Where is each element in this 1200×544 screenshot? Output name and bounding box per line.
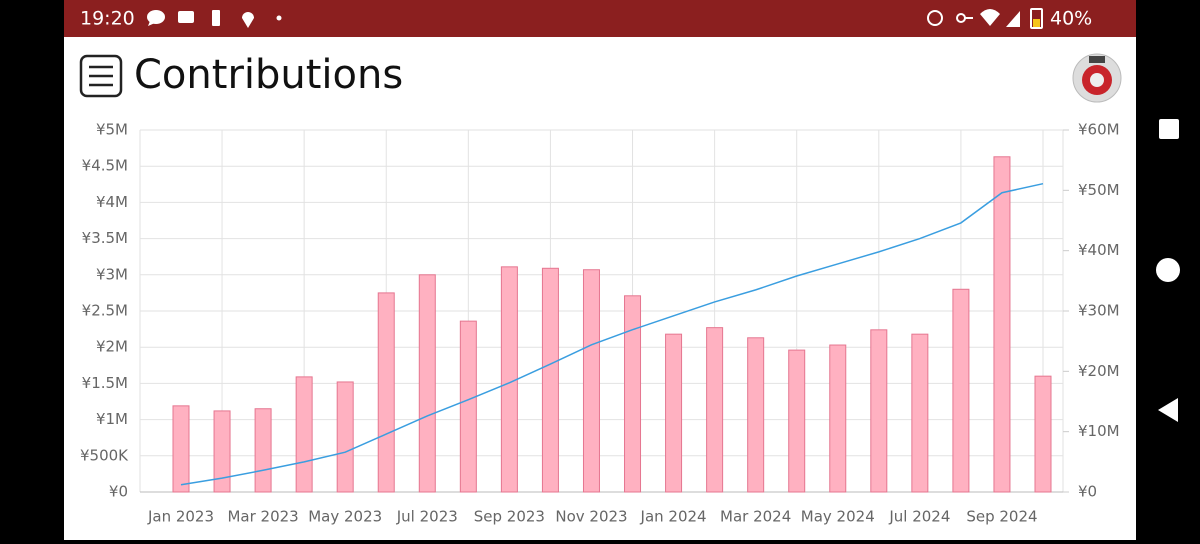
cumulative-line xyxy=(180,182,1044,486)
x-tick-label: Jan 2024 xyxy=(640,508,707,526)
nav-back[interactable] xyxy=(1158,398,1178,422)
y-tick-label: ¥5M xyxy=(96,121,128,139)
nav-home[interactable] xyxy=(1156,258,1180,282)
y2-tick-label: ¥30M xyxy=(1078,302,1120,320)
y2-tick-label: ¥50M xyxy=(1078,181,1120,199)
battery-level: 40% xyxy=(1050,8,1092,30)
bar xyxy=(870,329,888,493)
y-tick-label: ¥3M xyxy=(96,265,128,283)
y2-tick-label: ¥0 xyxy=(1078,483,1097,501)
x-tick-label: Jul 2023 xyxy=(396,508,458,526)
y-tick-label: ¥4.5M xyxy=(82,157,128,175)
x-tick-label: Jul 2024 xyxy=(888,508,950,526)
avatar[interactable] xyxy=(1072,53,1122,103)
x-tick-label: Sep 2023 xyxy=(474,508,545,526)
x-tick-label: Nov 2023 xyxy=(555,508,627,526)
x-tick-label: Mar 2024 xyxy=(720,508,791,526)
y-tick-label: ¥2M xyxy=(96,338,128,356)
y-tick-label: ¥1M xyxy=(96,410,128,428)
x-tick-label: Sep 2024 xyxy=(966,508,1037,526)
bar xyxy=(993,156,1011,493)
bar xyxy=(213,410,231,493)
y-tick-label: ¥0 xyxy=(109,483,128,501)
bar xyxy=(336,381,354,493)
x-tick-label: May 2023 xyxy=(308,508,382,526)
bar xyxy=(459,320,477,493)
bar xyxy=(665,333,683,493)
bar xyxy=(747,337,765,493)
bar xyxy=(1034,375,1052,493)
bar xyxy=(911,333,929,493)
y2-tick-label: ¥40M xyxy=(1078,241,1120,259)
status-icons xyxy=(147,8,1043,29)
status-time: 19:20 xyxy=(80,8,135,30)
bar xyxy=(829,344,847,493)
bar xyxy=(788,349,806,493)
x-tick-label: May 2024 xyxy=(801,508,875,526)
nav-recents[interactable] xyxy=(1159,119,1179,139)
bar xyxy=(295,376,313,493)
bar xyxy=(172,405,190,493)
bar xyxy=(254,408,272,493)
y2-tick-label: ¥10M xyxy=(1078,422,1120,440)
y-tick-label: ¥2.5M xyxy=(82,302,128,320)
bar xyxy=(582,269,600,493)
page-title: Contributions xyxy=(134,52,403,98)
y-tick-label: ¥500K xyxy=(80,446,129,464)
bar xyxy=(624,295,642,493)
status-bar xyxy=(64,0,1136,37)
chart: ¥0 ¥500K ¥1M ¥1.5M ¥2M ¥2.5M ¥3M ¥3.5M ¥4M ¥4.5M ¥… xyxy=(80,121,1120,526)
x-tick-label: Jan 2023 xyxy=(147,508,214,526)
y2-tick-label: ¥60M xyxy=(1078,121,1120,139)
y2-tick-label: ¥20M xyxy=(1078,362,1120,380)
bar xyxy=(377,292,395,493)
bar xyxy=(500,266,518,493)
y-tick-label: ¥3.5M xyxy=(82,229,128,247)
menu-button[interactable] xyxy=(79,54,123,98)
x-tick-label: Mar 2023 xyxy=(227,508,298,526)
y-tick-label: ¥4M xyxy=(96,193,128,211)
nav-bar xyxy=(1156,119,1180,422)
bar xyxy=(952,288,970,493)
bar xyxy=(541,267,559,493)
bar xyxy=(418,274,436,493)
bar xyxy=(706,327,724,493)
y-tick-label: ¥1.5M xyxy=(82,374,128,392)
